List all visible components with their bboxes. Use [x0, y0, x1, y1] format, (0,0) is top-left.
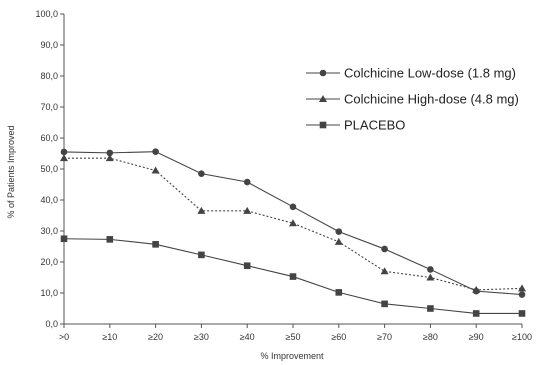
data-point: [198, 251, 205, 259]
y-tick-label: 100,0: [35, 9, 58, 19]
data-point: [152, 241, 159, 248]
data-point: [289, 203, 297, 211]
data-point: [472, 285, 481, 293]
data-point: [289, 219, 297, 227]
legend-marker: [319, 121, 327, 129]
data-point: [106, 236, 114, 243]
legend-item: PLACEBO: [306, 118, 405, 133]
data-point: [152, 148, 159, 155]
x-tick-label: >0: [59, 332, 69, 342]
x-tick-label: ≥40: [240, 332, 255, 342]
data-point: [60, 235, 68, 243]
legend-item: Colchicine Low-dose (1.8 mg): [306, 66, 516, 81]
data-point: [335, 289, 343, 296]
data-point: [243, 262, 251, 270]
x-tick-label: ≥10: [102, 332, 117, 342]
x-tick-label: ≥80: [423, 332, 438, 342]
data-point: [518, 310, 526, 317]
legend-label: Colchicine Low-dose (1.8 mg): [344, 66, 516, 81]
legend-item: Colchicine High-dose (4.8 mg): [306, 92, 519, 107]
y-tick-label: 90,0: [40, 40, 58, 50]
x-tick-label: ≥50: [286, 332, 301, 342]
y-tick-label: 0,0: [45, 319, 58, 329]
series-square: [60, 235, 526, 317]
x-tick-label: ≥60: [331, 332, 346, 342]
data-point: [518, 291, 526, 298]
x-axis-label: % Improvement: [260, 351, 324, 361]
x-tick-label: ≥30: [194, 332, 209, 342]
legend: Colchicine Low-dose (1.8 mg) Colchicine H…: [306, 66, 519, 133]
legend-marker: [319, 69, 327, 77]
series-layer: [60, 148, 526, 317]
data-point: [518, 284, 526, 292]
series-triangle: [60, 154, 526, 293]
data-point: [289, 273, 297, 280]
y-tick-label: 30,0: [40, 226, 58, 236]
axes: 0,0 10,0 20,0 30,0 40,0 50,0 60,0 70,0 80,0 90,0 1…: [35, 9, 532, 342]
data-point: [335, 228, 343, 235]
x-tick-label: ≥20: [148, 332, 163, 342]
data-point: [106, 149, 114, 157]
data-point: [60, 154, 68, 162]
y-tick-label: 80,0: [40, 71, 58, 81]
data-point: [243, 178, 251, 186]
data-point: [60, 148, 68, 156]
data-point: [427, 266, 434, 273]
data-point: [426, 273, 435, 281]
x-tick-label: ≥90: [469, 332, 484, 342]
data-point: [380, 267, 389, 275]
data-point: [381, 300, 388, 308]
data-point: [151, 166, 160, 174]
data-point: [197, 206, 206, 214]
data-point: [243, 206, 252, 214]
y-tick-label: 40,0: [40, 195, 58, 205]
legend-label: PLACEBO: [344, 118, 405, 133]
y-tick-label: 20,0: [40, 257, 58, 267]
data-point: [198, 170, 205, 177]
y-tick-label: 50,0: [40, 164, 58, 174]
y-tick-label: 10,0: [40, 288, 58, 298]
legend-label: Colchicine High-dose (4.8 mg): [344, 92, 519, 107]
series-line: [64, 157, 523, 291]
data-point: [334, 237, 343, 245]
legend-marker: [319, 95, 327, 102]
data-point: [105, 154, 114, 162]
y-tick-label: 60,0: [40, 133, 58, 143]
x-tick-label: ≥70: [377, 332, 392, 342]
x-tick-label: ≥100: [512, 332, 532, 342]
y-axis-label: % of Patients Improved: [6, 125, 16, 218]
data-point: [381, 245, 388, 253]
data-point: [472, 310, 480, 317]
data-point: [427, 305, 434, 312]
y-tick-label: 70,0: [40, 102, 58, 112]
